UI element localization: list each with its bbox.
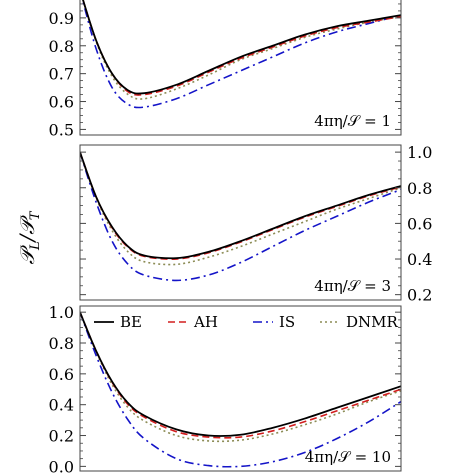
ytick-label: 0.6 [49, 93, 74, 112]
series-line-dnmr [80, 311, 401, 443]
ytick-label: 0.8 [49, 334, 74, 353]
ytick-label: 0.4 [407, 250, 432, 269]
ytick-label: 1.0 [49, 303, 74, 322]
series-group [80, 311, 401, 468]
panel-frame [79, 0, 402, 136]
series-line-dnmr [80, 151, 401, 266]
panel-annotation: 4πη/𝒮 = 3 [314, 277, 391, 295]
ytick-label: 0.8 [407, 179, 432, 198]
series-line-ah [82, 0, 401, 96]
ytick-label: 1.0 [407, 143, 432, 162]
legend-label-ah: AH [193, 313, 218, 331]
series-line-be [80, 151, 401, 260]
legend-label-is: IS [279, 313, 295, 331]
ytick-label: 0.9 [49, 9, 74, 28]
series-line-is [80, 151, 401, 282]
series-line-dnmr [82, 0, 401, 100]
series-line-ah [80, 151, 401, 260]
panel-annotation: 4πη/𝒮 = 10 [305, 448, 391, 466]
ytick-label: 0.2 [49, 427, 74, 446]
ylabel-group: 𝒫L/𝒫T [15, 210, 43, 264]
ytick-label: 0.7 [49, 65, 74, 84]
panel-2: 0.2 0.4 0.6 0.8 1.0 4πη/𝒮 = 3 [79, 143, 432, 305]
ytick-label: 0.6 [49, 365, 74, 384]
ytick-label: 0.6 [407, 214, 432, 233]
legend-label-dnmr: DNMR [346, 313, 399, 331]
series-group [80, 151, 401, 282]
series-group [81, 0, 401, 109]
panel-3: 0.0 0.2 0.4 0.6 0.8 1.0 4πη/𝒮 = 10 [49, 303, 402, 474]
ytick-label: 0.0 [49, 457, 74, 474]
legend-label-be: BE [120, 313, 142, 331]
panel-frame [79, 144, 402, 301]
ylabel-sub-t: T [28, 210, 43, 220]
ylabel-sub-l: L [28, 241, 43, 251]
ylabel: 𝒫L/𝒫T [15, 210, 43, 264]
panel-frame [79, 305, 402, 472]
ytick-label: 0.2 [407, 286, 432, 305]
series-line-is [81, 0, 401, 109]
panel-1: 0.5 0.6 0.7 0.8 0.9 4πη/𝒮 = 1 [49, 0, 402, 139]
series-line-be [80, 311, 401, 437]
ytick-label: 0.4 [49, 396, 74, 415]
ytick-label: 0.5 [49, 120, 74, 139]
ytick-label: 0.8 [49, 37, 74, 56]
panel-annotation: 4πη/𝒮 = 1 [314, 112, 391, 130]
series-line-be [82, 0, 401, 95]
legend: BE AH IS DNMR [94, 313, 399, 331]
series-line-is [80, 311, 401, 468]
